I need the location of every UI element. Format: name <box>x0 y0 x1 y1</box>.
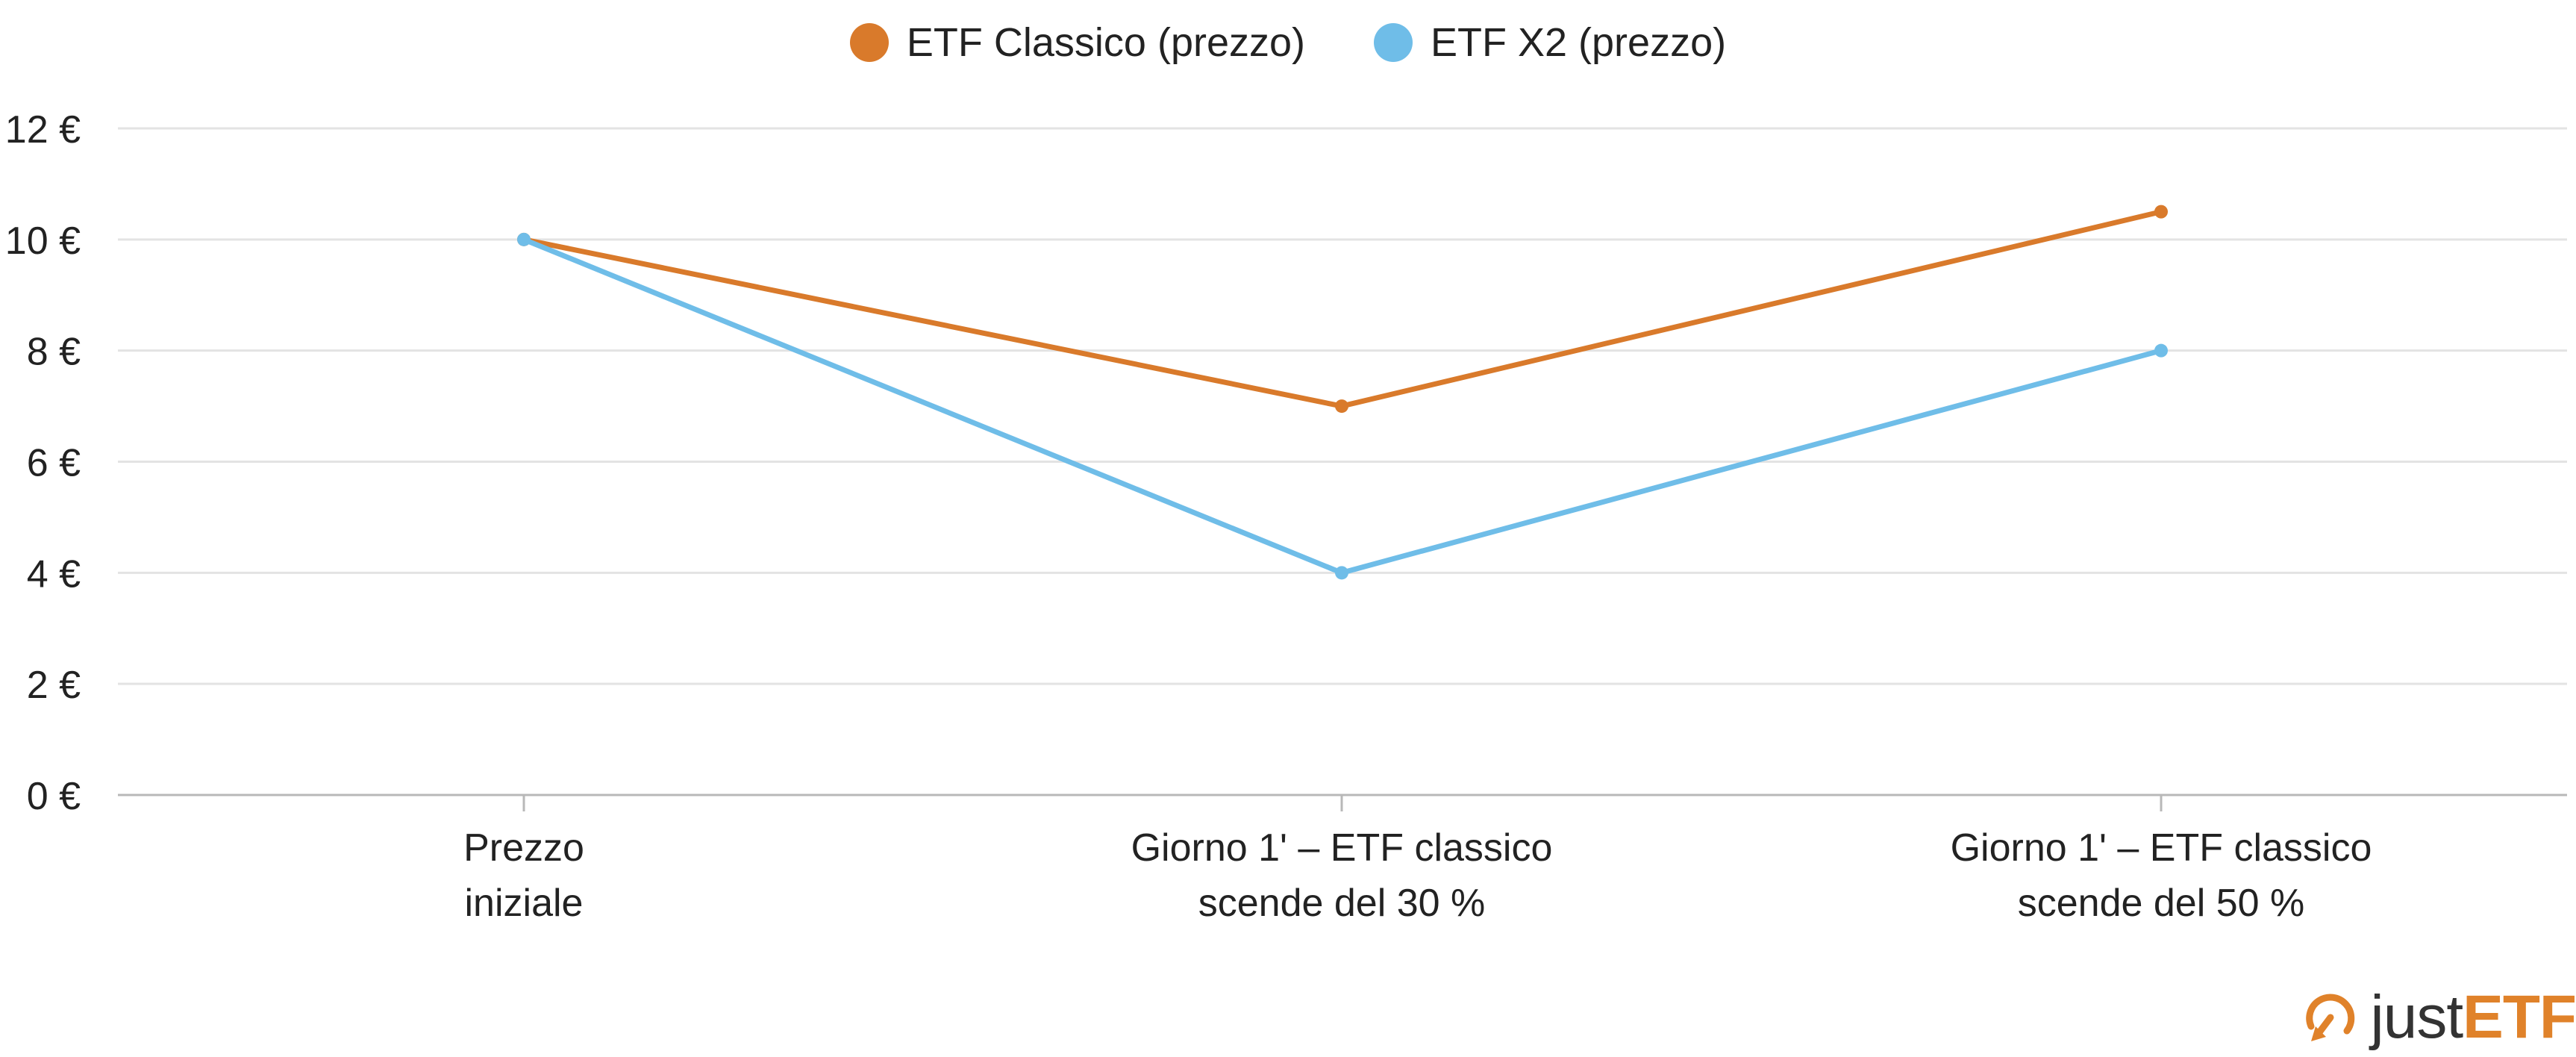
x-tick-label: Giorno 1' – ETF classico <box>1951 826 2372 870</box>
x-tick-label: Prezzo <box>463 826 584 870</box>
y-tick-label: 4 € <box>27 552 81 596</box>
x-tick-label: iniziale <box>465 882 584 925</box>
data-point <box>1335 399 1348 414</box>
legend: ETF Classico (prezzo) ETF X2 (prezzo) <box>0 19 2576 66</box>
legend-swatch-etf-x2 <box>1374 23 1413 62</box>
y-tick-label: 0 € <box>27 775 81 818</box>
data-point <box>1335 566 1348 580</box>
gauge-arrow-icon <box>2305 994 2354 1041</box>
legend-item-etf-classico[interactable]: ETF Classico (prezzo) <box>849 19 1305 66</box>
x-tick-label: scende del 30 % <box>1198 882 1486 925</box>
legend-swatch-etf-classico <box>849 23 889 62</box>
y-tick-label: 8 € <box>27 331 81 374</box>
logo-text-just: just <box>2370 983 2464 1051</box>
data-point <box>517 232 531 246</box>
justetf-logo: justETF <box>2301 982 2576 1053</box>
x-tick-label: Giorno 1' – ETF classico <box>1131 826 1553 870</box>
data-point <box>2154 205 2168 219</box>
y-tick-label: 6 € <box>27 442 81 485</box>
legend-item-etf-x2[interactable]: ETF X2 (prezzo) <box>1374 19 1726 66</box>
x-tick-label: scende del 50 % <box>2018 882 2305 925</box>
y-tick-label: 12 € <box>5 108 81 152</box>
logo-text-etf: ETF <box>2463 983 2576 1051</box>
y-tick-label: 2 € <box>27 664 81 707</box>
legend-label-etf-x2: ETF X2 (prezzo) <box>1431 20 1727 65</box>
y-tick-label: 10 € <box>5 219 81 263</box>
series-line-0 <box>521 209 2164 409</box>
legend-label-etf-classico: ETF Classico (prezzo) <box>906 20 1305 65</box>
data-point <box>2154 343 2168 358</box>
